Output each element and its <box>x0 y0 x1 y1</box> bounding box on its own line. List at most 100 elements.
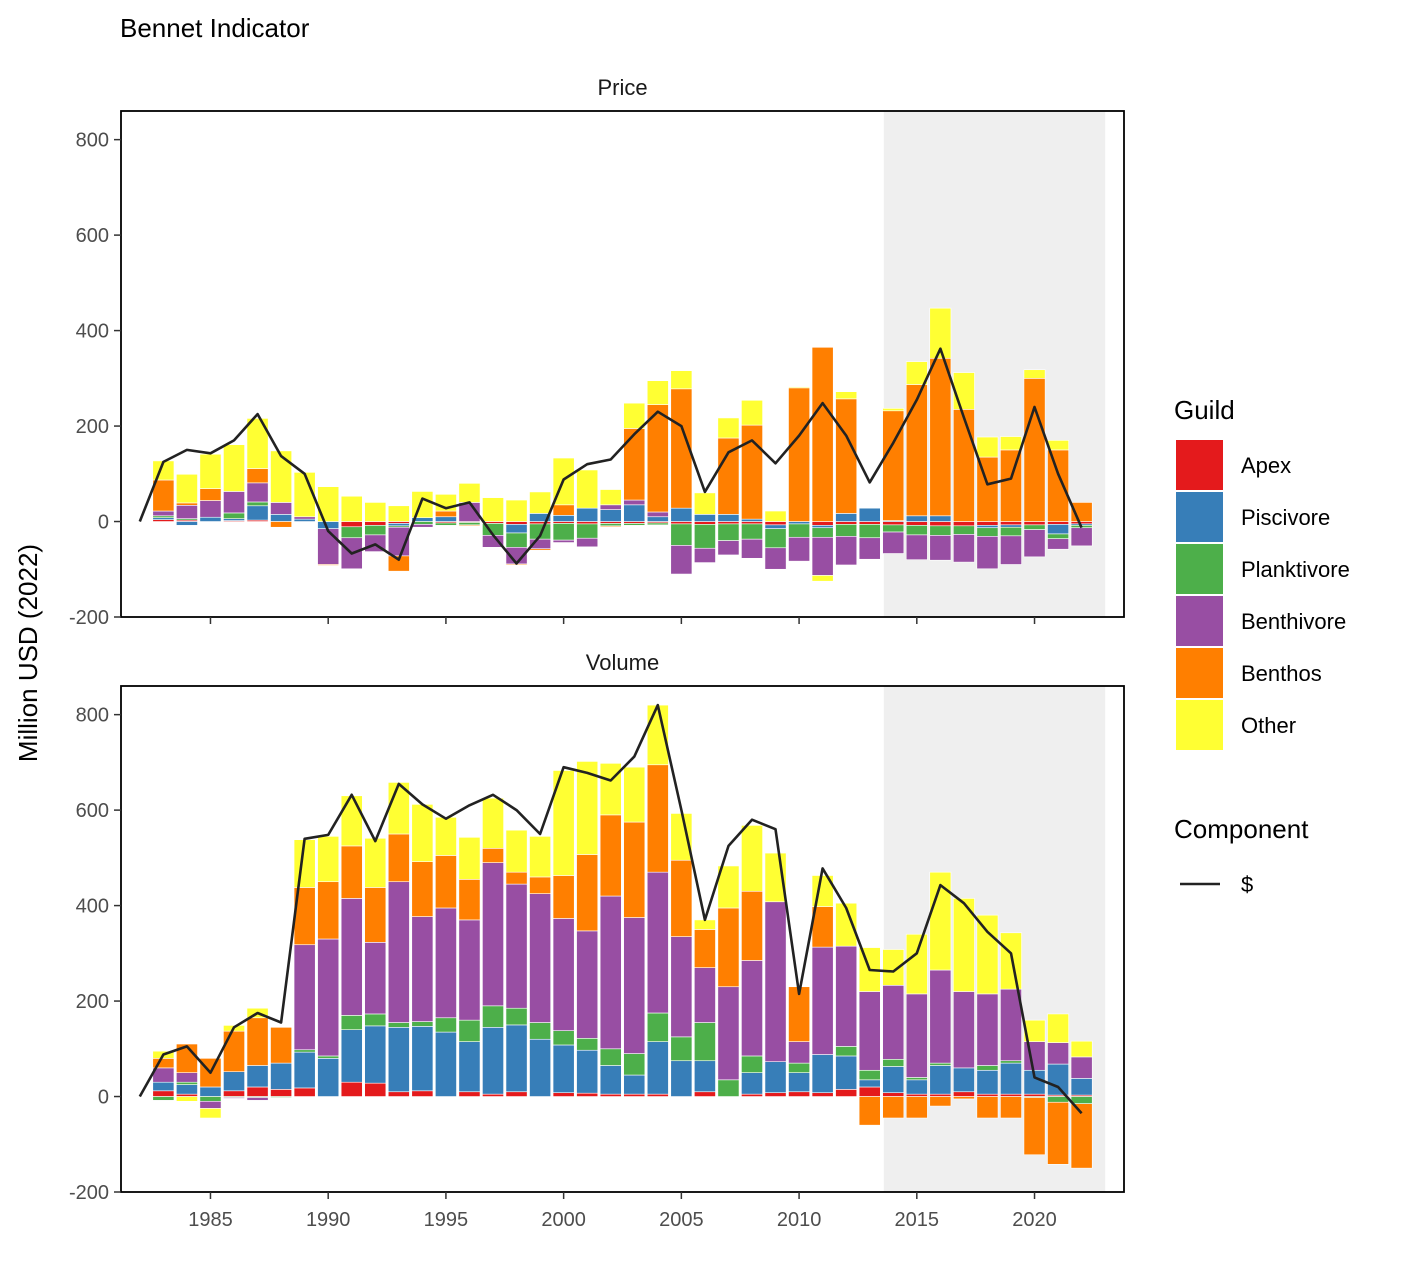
bar-benthos <box>270 521 292 528</box>
bar-benthivore <box>623 499 646 506</box>
bar-other <box>717 417 740 439</box>
bar-apex <box>458 1091 481 1097</box>
bar-planktivore <box>741 1055 763 1073</box>
bar-piscivore <box>858 507 881 522</box>
bar-other <box>953 898 975 992</box>
bar-benthos <box>1000 449 1022 522</box>
bar-planktivore <box>905 1077 928 1081</box>
bar-planktivore <box>599 523 622 527</box>
bar-apex <box>599 1093 622 1097</box>
bar-planktivore <box>670 1036 693 1062</box>
bar-other <box>482 497 504 522</box>
bar-apex <box>741 1093 763 1097</box>
bar-piscivore <box>458 1041 481 1093</box>
bar-benthos <box>646 764 669 873</box>
legend-key-apex <box>1176 440 1223 490</box>
bar-piscivore <box>270 1062 292 1090</box>
legend-component-title: Component <box>1174 814 1309 844</box>
bar-piscivore <box>1000 524 1022 528</box>
y-tick-label: 800 <box>76 130 109 152</box>
line-dollar <box>138 703 1083 1115</box>
bar-planktivore <box>482 1005 504 1028</box>
bar-planktivore <box>835 524 858 537</box>
bar-apex <box>364 521 387 526</box>
bar-planktivore <box>858 524 881 539</box>
bar-planktivore <box>364 525 387 536</box>
x-tick-label: 1990 <box>306 1209 351 1231</box>
bar-planktivore <box>411 521 434 525</box>
bar-piscivore <box>505 524 528 534</box>
bar-benthos <box>599 525 622 528</box>
bar-other <box>905 933 928 995</box>
bar-benthivore <box>694 967 716 1023</box>
bar-benthos <box>529 876 551 894</box>
bar-benthivore <box>670 545 693 575</box>
bar-other <box>1023 369 1046 379</box>
bar-apex <box>293 1087 316 1097</box>
bar-piscivore <box>976 525 999 529</box>
bar-other <box>1023 1019 1046 1042</box>
bar-planktivore <box>340 526 363 539</box>
bar-benthivore <box>458 919 481 1021</box>
bar-apex <box>505 1091 528 1097</box>
bar-benthivore <box>411 916 434 1022</box>
bar-benthivore <box>811 536 834 576</box>
bar-planktivore <box>458 1019 481 1042</box>
bar-benthos <box>835 398 858 514</box>
bar-planktivore <box>552 523 575 541</box>
bar-piscivore <box>929 1065 952 1095</box>
bar-planktivore <box>411 1021 434 1027</box>
bar-benthos <box>152 479 175 512</box>
bar-planktivore <box>1047 533 1069 540</box>
bar-other <box>246 418 269 469</box>
bar-apex <box>340 1081 363 1097</box>
bar-piscivore <box>811 525 834 529</box>
bar-planktivore <box>576 523 599 539</box>
legend-key-piscivore <box>1176 492 1223 542</box>
bar-planktivore <box>505 532 528 548</box>
bar-benthos <box>599 814 622 897</box>
bar-benthivore <box>482 862 504 1007</box>
bar-piscivore <box>599 509 622 522</box>
bar-other <box>505 829 528 873</box>
bar-other <box>882 408 905 412</box>
bar-benthos <box>387 833 410 883</box>
bar-benthos <box>623 821 646 918</box>
bar-piscivore <box>835 513 858 522</box>
bar-benthivore <box>835 945 858 1047</box>
bar-benthivore <box>858 537 881 560</box>
bar-piscivore <box>340 1029 363 1083</box>
bar-apex <box>1047 521 1069 525</box>
bar-other <box>387 505 410 522</box>
bar-other <box>694 919 716 930</box>
bar-piscivore <box>694 514 716 522</box>
bar-benthos <box>1000 1096 1022 1119</box>
bar-benthivore <box>1070 1056 1093 1079</box>
bar-planktivore <box>976 527 999 537</box>
bar-piscivore <box>199 516 222 522</box>
bar-apex <box>1023 521 1046 526</box>
bar-benthivore <box>387 881 410 1023</box>
legend-label-benthos: Benthos <box>1241 661 1322 686</box>
bar-other <box>694 492 716 515</box>
bar-benthos <box>1047 449 1069 522</box>
bar-apex <box>552 1092 575 1097</box>
bar-other <box>340 495 363 522</box>
bar-benthivore <box>317 938 340 1057</box>
bar-piscivore <box>788 1072 810 1093</box>
bar-benthivore <box>223 1097 245 1099</box>
bar-apex <box>764 521 787 526</box>
bar-benthivore <box>741 960 763 1057</box>
bar-benthivore <box>317 528 340 565</box>
bar-other <box>646 380 669 405</box>
x-tick-label: 2010 <box>777 1209 822 1231</box>
bar-piscivore <box>623 1074 646 1095</box>
bar-benthos <box>246 468 269 484</box>
bar-other <box>929 307 952 359</box>
bar-planktivore <box>270 1096 292 1098</box>
bar-benthos <box>670 859 693 937</box>
bar-benthos <box>435 855 457 909</box>
bar-planktivore <box>1047 1096 1069 1103</box>
bar-benthos <box>811 346 834 522</box>
bar-apex <box>858 1086 881 1097</box>
